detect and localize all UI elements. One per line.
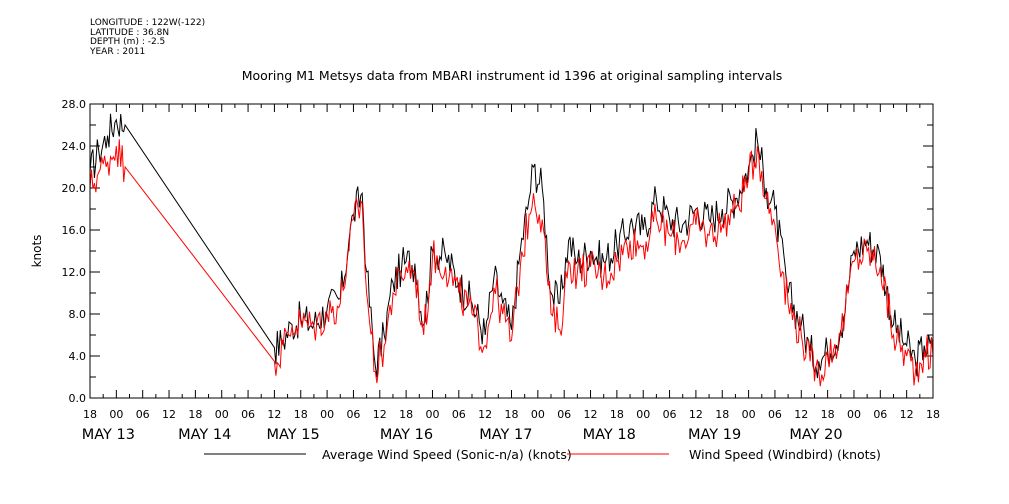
x-day-label: MAY 13 [82, 427, 135, 443]
x-hour-label: 06 [663, 408, 677, 421]
y-tick-labels: 0.0 4.0 8.0 12.0 16.0 20.0 24.0 28.0 [62, 98, 87, 405]
depth-label: DEPTH (m) : -2.5 [90, 37, 166, 47]
y-tick-label: 4.0 [69, 350, 87, 363]
x-hour-label: 12 [794, 408, 808, 421]
series-line-windbird [89, 139, 934, 387]
x-hour-label: 00 [215, 408, 229, 421]
y-axis-label: knots [30, 235, 44, 268]
x-hour-label: 00 [109, 408, 123, 421]
year-label: YEAR : 2011 [90, 46, 146, 57]
x-hour-label: 12 [584, 408, 598, 421]
x-hour-label: 06 [557, 408, 571, 421]
y-tick-label: 16.0 [62, 224, 87, 237]
x-hour-label: 18 [399, 408, 413, 421]
legend-label-sonic: Average Wind Speed (Sonic-n/a) (knots) [322, 447, 572, 462]
x-day-label: MAY 20 [789, 427, 842, 443]
x-hour-label: 18 [294, 408, 308, 421]
x-hour-label: 06 [241, 408, 255, 421]
y-tick-label: 8.0 [69, 308, 87, 321]
x-day-label: MAY 19 [688, 427, 741, 443]
x-hour-label: 18 [83, 408, 97, 421]
longitude-label: LONGITUDE : 122W(-122) [90, 18, 206, 28]
legend-label-windbird: Wind Speed (Windbird) (knots) [689, 447, 881, 462]
x-hour-label: 06 [346, 408, 360, 421]
x-hour-label: 06 [873, 408, 887, 421]
x-hour-label: 18 [926, 408, 940, 421]
x-day-label: MAY 14 [178, 427, 231, 443]
plot-frame [89, 103, 934, 399]
x-hour-label: 00 [742, 408, 756, 421]
x-hour-label: 12 [689, 408, 703, 421]
x-hour-label: 18 [610, 408, 624, 421]
x-day-label: MAY 18 [583, 427, 636, 443]
x-hour-label: 06 [768, 408, 782, 421]
x-hour-label: 12 [478, 408, 492, 421]
x-hour-label: 12 [900, 408, 914, 421]
x-hour-label: 12 [373, 408, 387, 421]
x-day-label: MAY 17 [479, 427, 532, 443]
y-tick-label: 24.0 [62, 140, 87, 153]
chart-title: Mooring M1 Metsys data from MBARI instru… [242, 68, 783, 83]
axis-ticks [89, 103, 934, 399]
x-hour-label: 00 [425, 408, 439, 421]
x-day-label: MAY 16 [380, 427, 433, 443]
y-tick-label: 0.0 [69, 392, 87, 405]
x-hour-label: 12 [267, 408, 281, 421]
legend: Average Wind Speed (Sonic-n/a) (knots) W… [204, 447, 881, 462]
x-hour-label: 00 [531, 408, 545, 421]
latitude-label: LATITUDE : 36.8N [90, 27, 170, 38]
x-hour-label: 18 [505, 408, 519, 421]
y-tick-label: 20.0 [62, 182, 87, 195]
x-hour-label: 18 [821, 408, 835, 421]
x-hour-label: 06 [136, 408, 150, 421]
y-tick-label: 12.0 [62, 266, 87, 279]
x-tick-labels: 18 00 06 12 18 00 06 12 18 00 06 12 18 00 06 12 18 00 06 12… [82, 408, 940, 443]
x-hour-label: 00 [847, 408, 861, 421]
x-hour-label: 00 [636, 408, 650, 421]
x-hour-label: 12 [162, 408, 176, 421]
x-hour-label: 00 [320, 408, 334, 421]
y-tick-label: 28.0 [62, 98, 87, 111]
x-hour-label: 18 [188, 408, 202, 421]
series-layer [89, 113, 934, 387]
x-hour-label: 06 [452, 408, 466, 421]
x-day-label: MAY 15 [266, 427, 319, 443]
station-metadata: LONGITUDE : 122W(-122) LATITUDE : 36.8N … [90, 18, 206, 57]
x-hour-label: 18 [715, 408, 729, 421]
